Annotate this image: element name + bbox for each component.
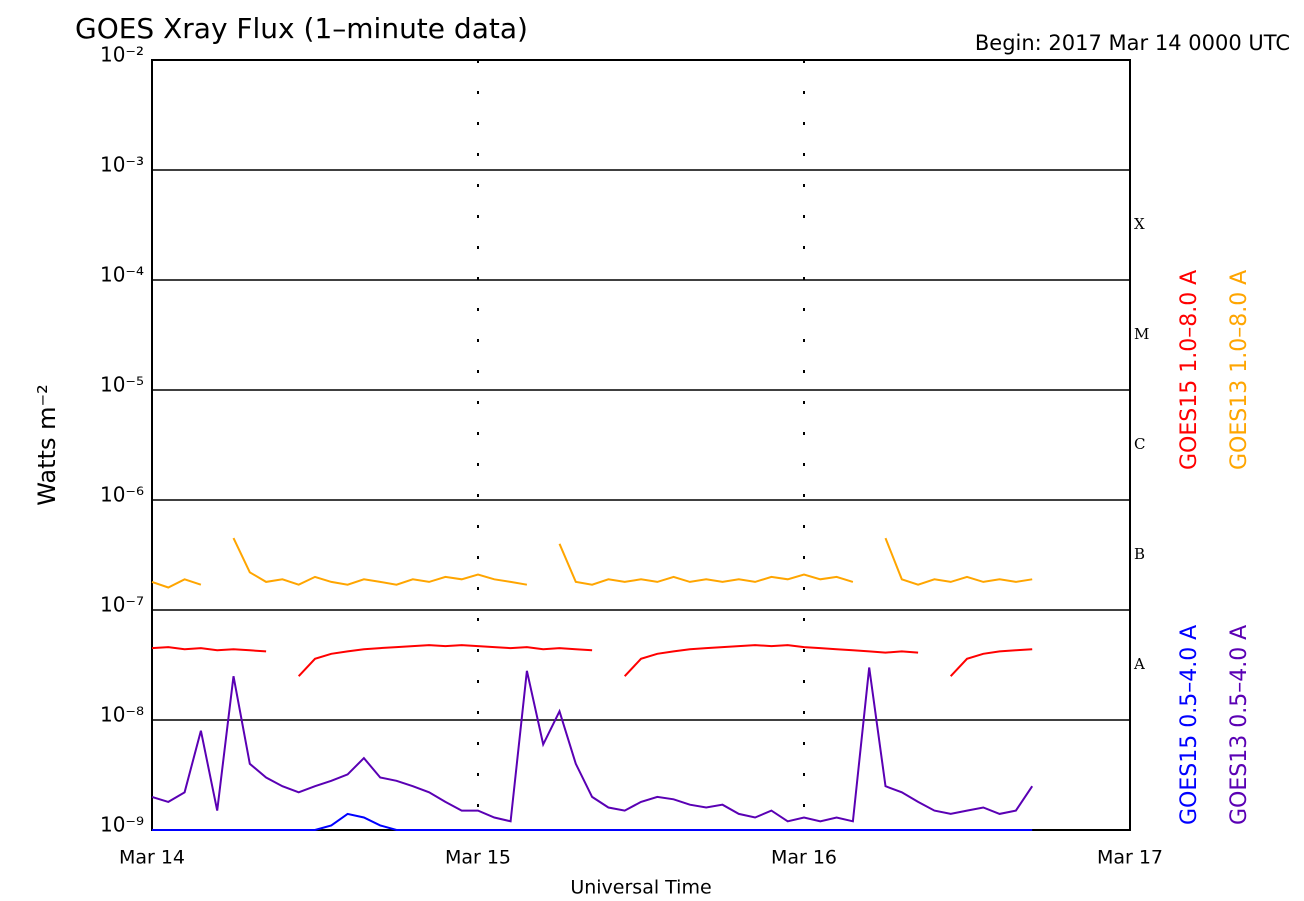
y-tick-label: 10⁻² — [100, 43, 144, 67]
y-tick-label: 10⁻⁴ — [100, 263, 144, 287]
flare-class-label: B — [1134, 545, 1145, 563]
flare-class-label: M — [1134, 325, 1149, 343]
legend-entry: GOES15 0.5–4.0 A — [1177, 625, 1202, 825]
chart-title: GOES Xray Flux (1–minute data) — [75, 12, 528, 45]
y-tick-label: 10⁻⁸ — [100, 703, 144, 727]
series-line — [151, 537, 1033, 589]
legend-entry: GOES15 1.0–8.0 A — [1177, 270, 1202, 470]
x-tick-label: Mar 16 — [771, 847, 837, 869]
x-axis-label: Universal Time — [570, 877, 711, 899]
legend-entry: GOES13 0.5–4.0 A — [1227, 625, 1252, 825]
flare-class-label: A — [1133, 655, 1145, 673]
flare-class-label: X — [1134, 215, 1145, 233]
series-line — [151, 644, 1033, 677]
x-tick-label: Mar 14 — [119, 847, 185, 869]
y-tick-label: 10⁻⁷ — [100, 593, 144, 617]
series-line — [152, 812, 1033, 831]
chart-subtitle: Begin: 2017 Mar 14 0000 UTC — [975, 31, 1290, 55]
series-line — [151, 667, 1034, 823]
y-axis-label: Watts m⁻² — [33, 384, 61, 506]
x-tick-label: Mar 15 — [445, 847, 511, 869]
flare-class-label: C — [1134, 435, 1145, 453]
y-tick-label: 10⁻⁶ — [100, 483, 144, 507]
y-tick-label: 10⁻³ — [100, 153, 144, 177]
y-tick-label: 10⁻⁹ — [100, 813, 144, 837]
y-tick-label: 10⁻⁵ — [100, 373, 144, 397]
x-tick-label: Mar 17 — [1097, 847, 1163, 869]
plot-frame — [151, 59, 1131, 831]
legend-entry: GOES13 1.0–8.0 A — [1227, 270, 1252, 470]
